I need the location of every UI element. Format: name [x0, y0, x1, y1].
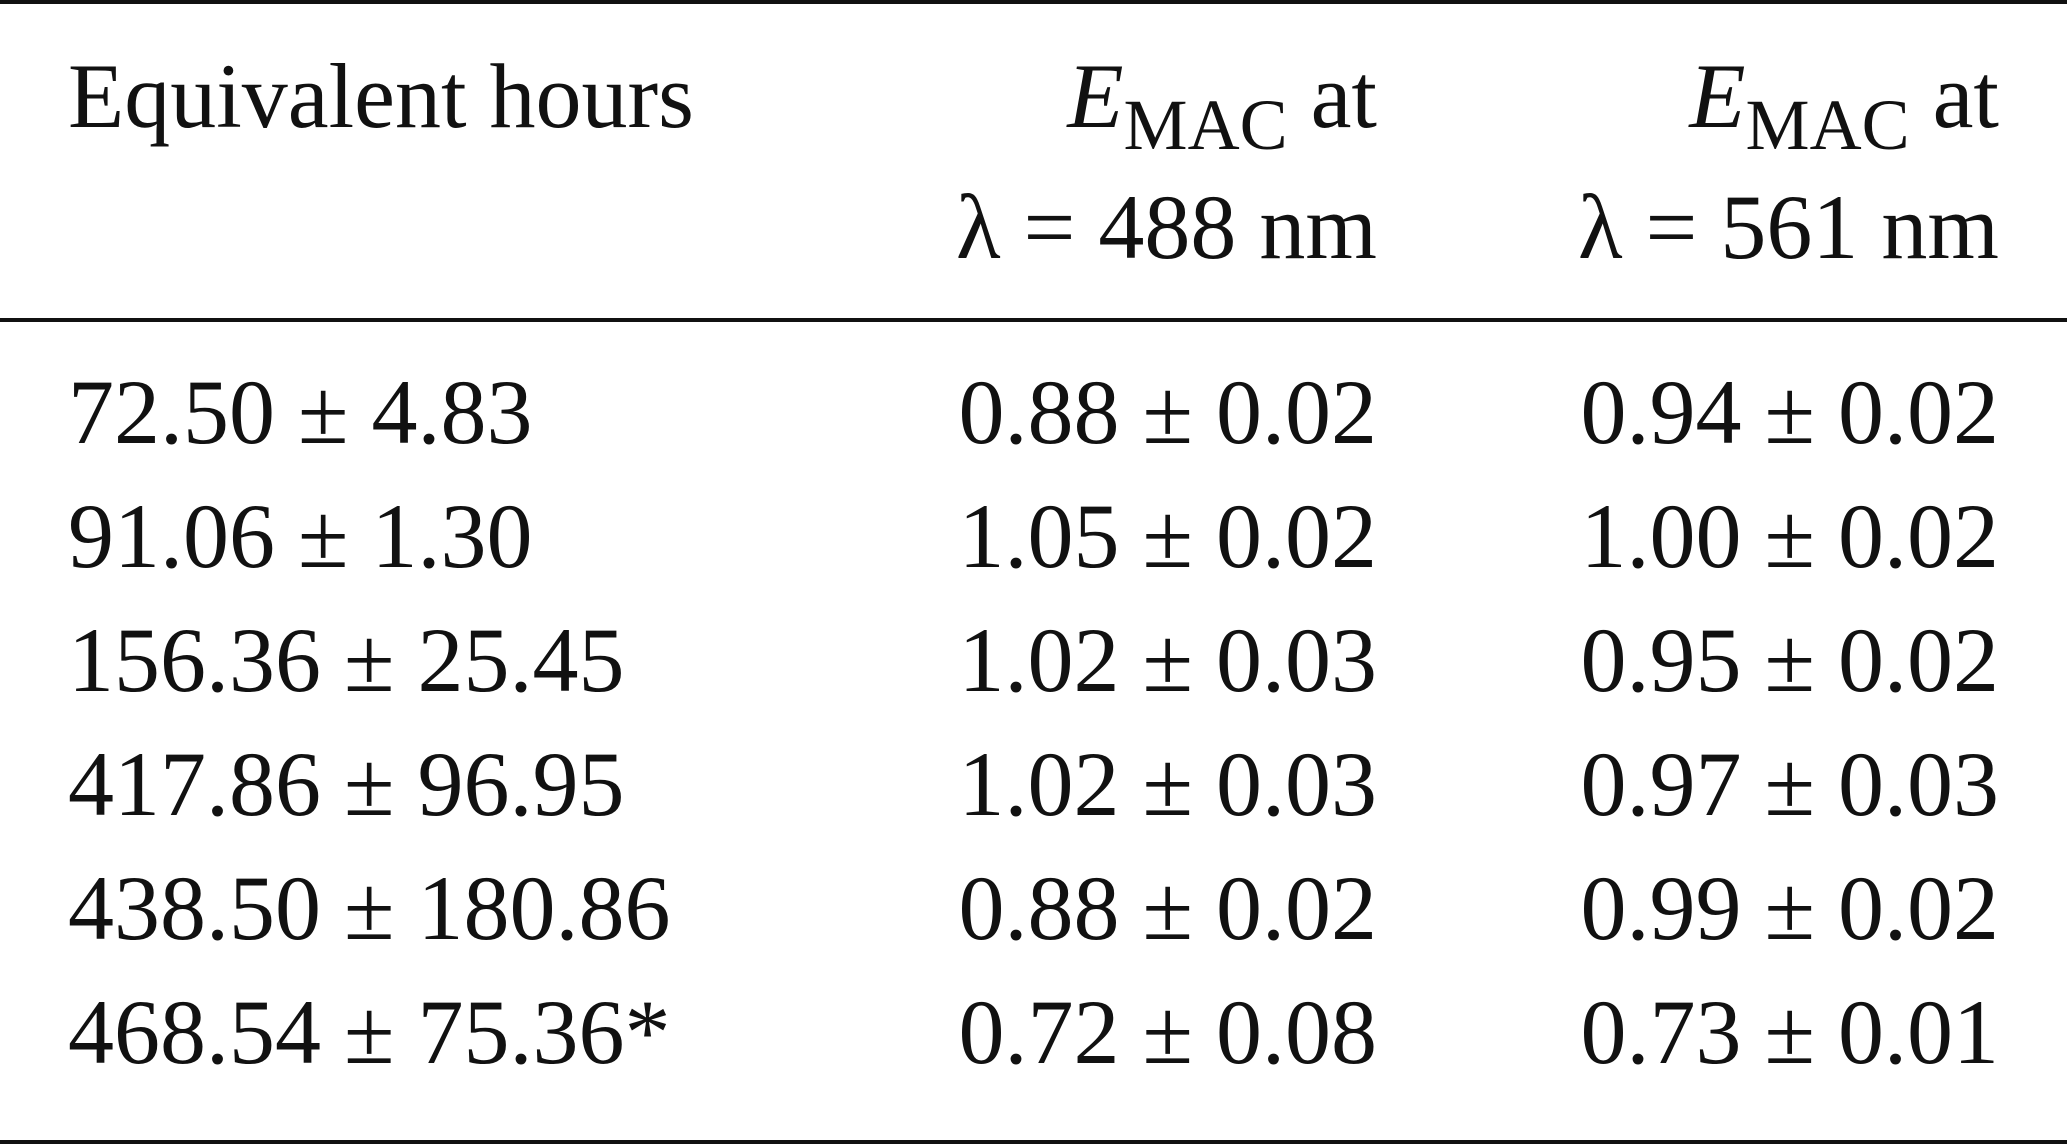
cell-emac-561: 0.73 ± 0.01	[1580, 981, 2000, 1083]
cell-emac-561: 1.00 ± 0.02	[1580, 485, 2000, 587]
cell-emac-488: 1.05 ± 0.02	[958, 485, 1378, 587]
cell-emac-561: 0.95 ± 0.02	[1580, 609, 2000, 711]
cell-emac-561: 0.99 ± 0.02	[1580, 857, 2000, 959]
header-emac-488-line1: EMAC at	[956, 34, 1377, 165]
table-row: 156.36 ± 25.45 1.02 ± 0.03 0.95 ± 0.02	[0, 598, 2067, 722]
emac-symbol: E	[1689, 45, 1746, 147]
bottom-rule	[0, 1140, 2067, 1144]
table-row: 91.06 ± 1.30 1.05 ± 0.02 1.00 ± 0.02	[0, 474, 2067, 598]
cell-emac-488: 0.88 ± 0.02	[958, 857, 1378, 959]
table-row: 72.50 ± 4.83 0.88 ± 0.02 0.94 ± 0.02	[0, 350, 2067, 474]
cell-hours: 156.36 ± 25.45	[68, 609, 625, 711]
cell-emac-488: 0.72 ± 0.08	[958, 981, 1378, 1083]
top-rule	[0, 0, 2067, 4]
table-row: 438.50 ± 180.86 0.88 ± 0.02 0.99 ± 0.02	[0, 846, 2067, 970]
emac-symbol: E	[1067, 45, 1124, 147]
cell-emac-561: 0.94 ± 0.02	[1580, 361, 2000, 463]
table-row: 417.86 ± 96.95 1.02 ± 0.03 0.97 ± 0.03	[0, 722, 2067, 846]
header-emac-561-wavelength: λ = 561 nm	[1577, 176, 1999, 278]
emac-suffix: at	[1909, 45, 1999, 147]
cell-hours: 72.50 ± 4.83	[68, 361, 533, 463]
cell-emac-561: 0.97 ± 0.03	[1580, 733, 2000, 835]
cell-emac-488: 0.88 ± 0.02	[958, 361, 1378, 463]
cell-hours: 468.54 ± 75.36*	[68, 981, 671, 1083]
header-emac-561: EMAC at λ = 561 nm	[1578, 34, 1999, 289]
table-body: 72.50 ± 4.83 0.88 ± 0.02 0.94 ± 0.02 91.…	[0, 350, 2067, 1094]
cell-hours: 91.06 ± 1.30	[68, 485, 533, 587]
cell-hours: 417.86 ± 96.95	[68, 733, 625, 835]
header-emac-488: EMAC at λ = 488 nm	[956, 34, 1377, 289]
cell-hours: 438.50 ± 180.86	[68, 857, 671, 959]
header-emac-561-line1: EMAC at	[1578, 34, 1999, 165]
cell-emac-488: 1.02 ± 0.03	[958, 733, 1378, 835]
header-emac-488-wavelength: λ = 488 nm	[955, 176, 1377, 278]
table-row: 468.54 ± 75.36* 0.72 ± 0.08 0.73 ± 0.01	[0, 970, 2067, 1094]
header-equivalent-hours: Equivalent hours	[68, 45, 694, 147]
emac-subscript: MAC	[1123, 85, 1288, 165]
emac-suffix: at	[1287, 45, 1377, 147]
emac-subscript: MAC	[1745, 85, 1910, 165]
header-rule	[0, 318, 2067, 322]
cell-emac-488: 1.02 ± 0.03	[958, 609, 1378, 711]
